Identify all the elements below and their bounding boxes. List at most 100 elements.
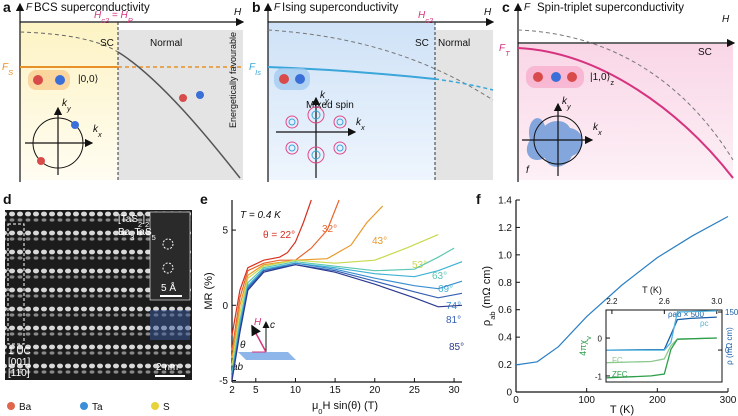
axis-label: F [26, 2, 33, 13]
formula: Ba3TaS5 [118, 227, 156, 242]
text-part: MR (%) [203, 272, 215, 309]
micrograph-inset [149, 211, 191, 301]
series-label: 74° [446, 301, 461, 312]
unit-label: 1 UC [8, 346, 31, 357]
text-part: T (K) [642, 285, 662, 295]
text-part: |1,0⟩ [590, 72, 610, 83]
text-part: y [566, 102, 572, 111]
x-tick-label: 2.2 [606, 297, 618, 306]
panel-c: c F Spin-triplet superconductivity H SC … [499, 0, 736, 182]
axis-label: ky [562, 96, 572, 111]
sc-region [20, 23, 118, 180]
text-part: ρ (mΩ cm) [725, 327, 734, 365]
state-label: |1,0⟩z [590, 72, 614, 87]
text-part: 5 [152, 233, 156, 242]
energy-label: FT [499, 43, 511, 58]
text-part: 2 [138, 220, 142, 229]
cooper-pair [28, 70, 204, 102]
legend-marker [80, 402, 88, 410]
critical-field: Hc2 = HP [94, 10, 133, 25]
axis-label: kx [93, 124, 102, 139]
axis-label: ky [320, 90, 330, 105]
line [231, 234, 439, 366]
text-part: S [8, 68, 13, 77]
direction-label: [001] [8, 357, 30, 368]
axis-label: H [234, 7, 242, 18]
panel-title: Ising superconductivity [282, 2, 399, 14]
y-tick-label: 0 [222, 301, 228, 312]
text-part: = H [109, 10, 128, 21]
y-tick-label: -1 [595, 372, 603, 381]
sc-energy [517, 47, 734, 179]
text-part: ab [488, 311, 497, 319]
region-label: Normal [150, 38, 182, 49]
axis-label: F [524, 2, 531, 13]
line [231, 199, 340, 351]
text-part: 4πχ [578, 340, 588, 356]
x-tick-label: 200 [649, 395, 666, 406]
geometry-inset [238, 321, 296, 360]
text-part: F [499, 43, 506, 54]
fermi-diagram [276, 96, 357, 178]
fermi-diagram [522, 102, 594, 176]
x-tick-label: 300 [720, 395, 737, 406]
text-part: c2 [425, 16, 434, 25]
normal-energy [19, 31, 119, 53]
text-part: c2 [101, 16, 110, 25]
y2-tick-label: 0 [725, 346, 730, 355]
state-label: Mixed spin [306, 100, 354, 111]
text-part: 2 [145, 220, 149, 229]
text-part: H sin(θ) (T) [322, 400, 378, 412]
text-part: T (K) [610, 404, 634, 416]
text-part: x [360, 123, 365, 132]
legend-label: Ba [19, 402, 32, 413]
y-tick-label: 5 [222, 226, 228, 237]
x-tick-label: 100 [578, 395, 595, 406]
text-part: [TaS [118, 214, 138, 225]
text-part: y [324, 96, 330, 105]
y-tick-label: 0 [506, 388, 512, 399]
axis-label: H [484, 7, 492, 18]
y-tick-label: 1.2 [498, 223, 512, 234]
text-part: k [593, 122, 599, 133]
y-tick-label: 1.4 [498, 196, 512, 207]
panel-letter: a [3, 0, 11, 15]
x-tick-label: 3.0 [711, 297, 723, 306]
panel-title: BCS superconductivity [34, 2, 150, 14]
y-tick-label: 0.2 [498, 360, 512, 371]
line [231, 264, 463, 380]
note: Energetically favourable [228, 32, 238, 128]
text-part: x [597, 128, 602, 137]
x-tick-label: 30 [449, 385, 461, 396]
axis-label: kx [356, 117, 365, 132]
line [606, 310, 717, 351]
y-tick-label: 1.0 [498, 250, 512, 261]
text-part: k [356, 117, 362, 128]
text-part: ] [142, 214, 145, 225]
scale-label: 2 nm [156, 362, 178, 373]
gap-label: f [526, 165, 530, 176]
panel-title: Spin-triplet superconductivity [537, 2, 684, 14]
text-part: (mΩ cm) [481, 266, 493, 312]
text-part: ρ [481, 320, 493, 326]
x-tick-label: 2.6 [659, 297, 671, 306]
model-overlay [150, 310, 190, 340]
series-label: 81° [446, 315, 461, 326]
y-axis-label: ρab (mΩ cm) [481, 266, 497, 326]
region-label: SC [100, 38, 114, 49]
x-tick-label: 15 [330, 385, 342, 396]
text-part: Ba [118, 227, 131, 238]
inset-label: c [270, 320, 275, 331]
panel-letter: d [3, 191, 12, 207]
series-label: 85° [449, 342, 464, 353]
normal-region [435, 30, 493, 180]
text-part: x [97, 130, 102, 139]
text-part: F [2, 62, 9, 73]
inset-frame [605, 309, 723, 383]
panel-b: b F Ising superconductivity H Hc2 SC Nor… [249, 0, 495, 182]
x-tick-label: 2 [229, 385, 235, 396]
energy-label: FIs [249, 62, 261, 77]
text-part: Is [255, 68, 261, 77]
region-label: SC [415, 38, 429, 49]
